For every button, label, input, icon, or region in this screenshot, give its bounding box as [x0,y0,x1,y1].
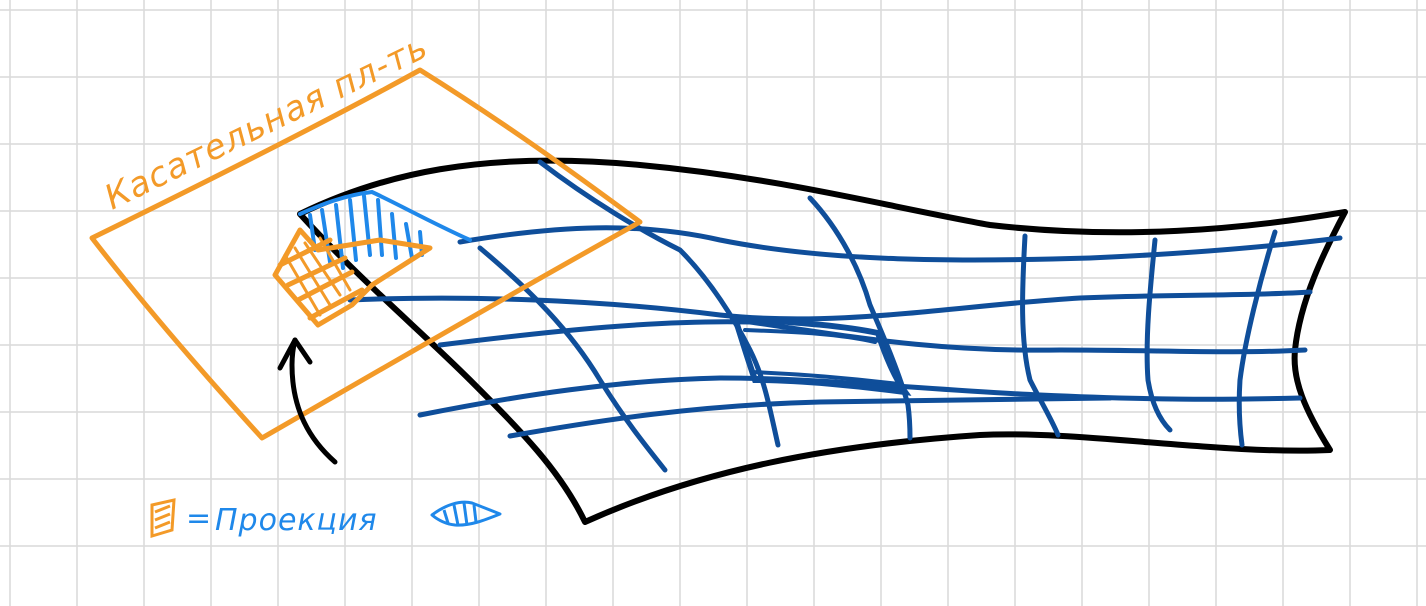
pointer-arrow [277,337,338,465]
mesh-line-row-4 [417,375,1303,418]
mesh-line-col-5 [1144,237,1173,433]
tangent-plane-outline [89,67,643,441]
mesh-line-col-3 [807,195,913,441]
legend-equals: = [186,501,211,536]
mesh-line-row-5 [507,395,1113,439]
mesh-line-row-1 [457,225,1343,263]
mesh-line-col-4 [1020,233,1061,438]
mesh-line-col-1 [477,245,668,473]
legend-projection-icon [430,500,502,527]
legend-patch-icon [150,498,176,539]
tangent-plane-label: Касательная пл-ть [98,27,434,218]
mesh-line-col-6 [1236,229,1278,448]
mesh-line-row-2 [347,289,1313,322]
projection-hatch [298,189,472,270]
tangent-plane [89,67,643,441]
mesh-line-col-2 [537,159,781,448]
legend-projection-label: Проекция [215,503,378,538]
surface-outline [297,157,1348,525]
tangent-plane-patch [272,227,433,328]
surface-mesh [347,159,1343,473]
